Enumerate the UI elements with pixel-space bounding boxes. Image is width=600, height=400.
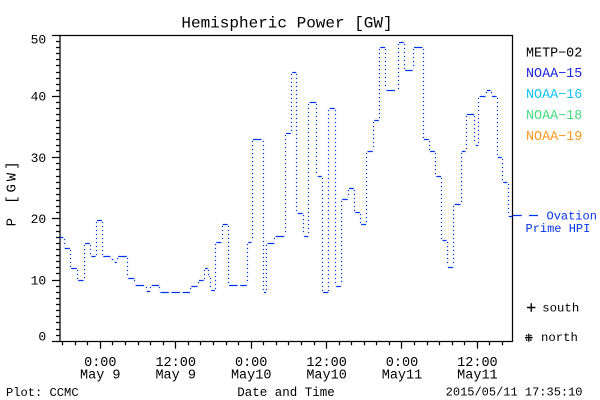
svg-text:south: south [542, 301, 579, 315]
svg-text:0:00: 0:00 [84, 356, 116, 371]
svg-text:May 9: May 9 [80, 369, 121, 384]
svg-text:2015/05/11 17:35:10: 2015/05/11 17:35:10 [446, 386, 583, 400]
svg-text:12:00: 12:00 [306, 356, 347, 371]
svg-text:May11: May11 [457, 369, 498, 384]
svg-text:METP−02: METP−02 [526, 46, 582, 61]
svg-text:May10: May10 [306, 369, 347, 384]
svg-text:NOAA−15: NOAA−15 [526, 67, 582, 82]
svg-text:NOAA−18: NOAA−18 [526, 109, 582, 124]
svg-text:50: 50 [31, 33, 47, 48]
svg-text:P [GW]: P [GW] [5, 159, 21, 227]
svg-text:May 9: May 9 [155, 369, 196, 384]
svg-text:30: 30 [31, 151, 47, 166]
svg-text:0:00: 0:00 [386, 356, 418, 371]
svg-text:Plot: CCMC: Plot: CCMC [6, 386, 79, 400]
svg-text:Date and Time: Date and Time [237, 386, 335, 400]
svg-text:Prime HPI: Prime HPI [526, 222, 591, 236]
svg-text:NOAA−16: NOAA−16 [526, 88, 582, 103]
svg-text:0:00: 0:00 [235, 356, 267, 371]
svg-text:0: 0 [38, 330, 46, 345]
svg-text:north: north [541, 331, 578, 345]
svg-text:May10: May10 [231, 369, 272, 384]
svg-text:12:00: 12:00 [457, 356, 498, 371]
svg-text:10: 10 [31, 273, 47, 288]
svg-text:Ovation: Ovation [547, 210, 597, 224]
svg-text:40: 40 [31, 90, 47, 105]
svg-text:NOAA−19: NOAA−19 [526, 130, 582, 145]
svg-text:12:00: 12:00 [155, 356, 196, 371]
svg-text:May11: May11 [382, 369, 423, 384]
svg-text:Hemispheric Power [GW]: Hemispheric Power [GW] [181, 15, 392, 33]
svg-text:20: 20 [31, 212, 47, 227]
